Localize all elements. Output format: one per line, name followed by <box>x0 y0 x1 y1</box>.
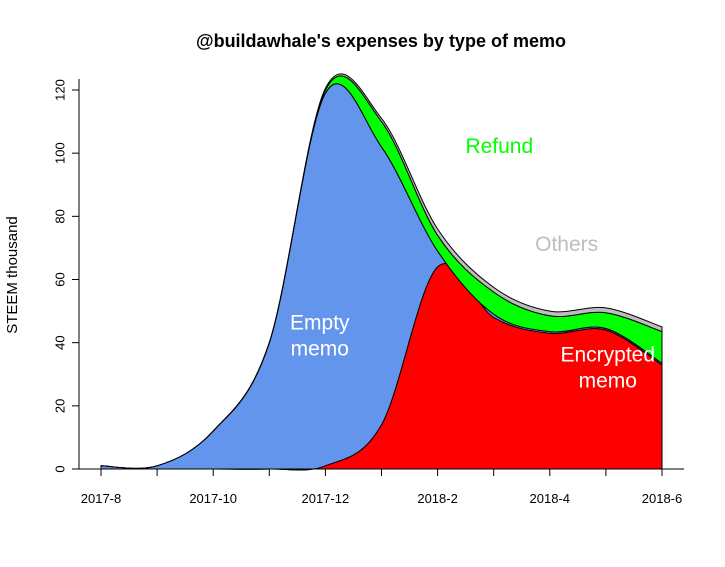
annotations-layer: Empty memo Encrypted memo Refund Others <box>290 135 655 392</box>
y-tick-label: 120 <box>53 79 68 101</box>
x-tick-label: 2018-4 <box>530 491 570 506</box>
y-tick-label: 100 <box>53 142 68 164</box>
x-tick-label: 2017-10 <box>189 491 237 506</box>
axes-layer: 0 20 40 60 80 100 120 2017-8 2017-10 2017-12 2018-… <box>53 79 684 506</box>
x-tick-label: 2017-8 <box>81 491 121 506</box>
x-tick-label: 2018-2 <box>417 491 457 506</box>
chart-title: @buildawhale's expenses by type of memo <box>196 31 566 51</box>
annotation-encrypted-memo: Encrypted memo <box>560 343 655 392</box>
y-tick-label: 0 <box>53 465 68 472</box>
area-others <box>100 73 663 469</box>
y-axis-title: STEEM thousand <box>4 216 21 334</box>
annotation-empty-memo: Empty memo <box>290 312 350 361</box>
y-tick-label: 20 <box>53 399 68 413</box>
x-tick-label: 2018-6 <box>642 491 682 506</box>
y-tick-label: 60 <box>53 272 68 286</box>
annotation-refund: Refund <box>465 135 533 158</box>
y-tick-label: 40 <box>53 335 68 349</box>
annotation-others: Others <box>535 233 598 256</box>
areas-layer <box>100 73 663 471</box>
y-tick-label: 80 <box>53 209 68 223</box>
x-tick-label: 2017-12 <box>302 491 350 506</box>
